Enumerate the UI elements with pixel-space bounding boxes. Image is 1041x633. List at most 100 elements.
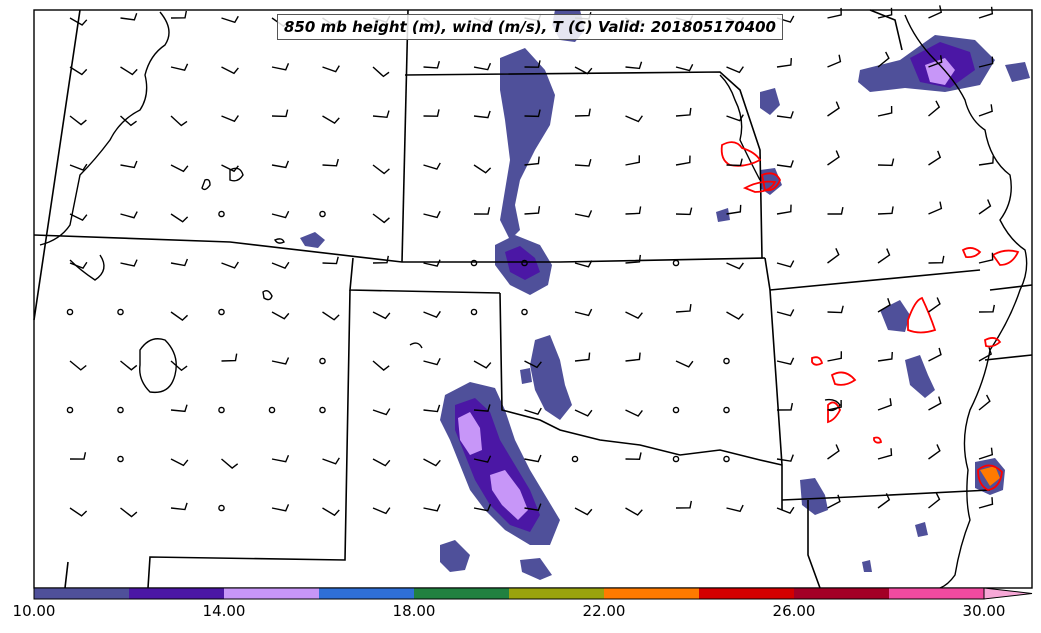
wind-barb-icon — [877, 298, 891, 313]
wind-barb-icon — [322, 256, 339, 265]
wind-barb-icon — [120, 66, 138, 76]
wind-barb-icon — [120, 160, 138, 169]
wind-barb-icon — [776, 160, 794, 168]
colorbar — [33, 587, 1033, 600]
wind-barb-icon — [271, 109, 289, 118]
calm-wind-circle-icon — [319, 210, 326, 218]
wind-barb-icon — [120, 13, 138, 21]
wind-barb-icon — [726, 262, 744, 270]
wind-barb-icon — [675, 207, 693, 216]
calm-wind-circle-icon — [571, 455, 579, 463]
wind-barb-icon — [726, 66, 744, 74]
wind-barb-icon — [372, 360, 390, 371]
colorbar-segment — [319, 588, 414, 599]
calm-wind-circle-icon — [218, 308, 225, 316]
colorbar-segment — [509, 588, 604, 599]
wind-barb-icon — [120, 211, 138, 219]
wind-barb-icon — [726, 114, 744, 122]
wind-barb-icon — [322, 158, 339, 167]
wind-barb-icon — [524, 60, 541, 68]
wind-barb-icon — [271, 311, 290, 320]
wind-barb-icon — [827, 444, 840, 460]
wind-barb-icon — [322, 115, 340, 124]
wind-barb-icon — [827, 206, 844, 215]
wind-barb-icon — [928, 297, 941, 313]
wind-barb-icon — [928, 55, 943, 68]
wind-barb-icon — [473, 110, 491, 119]
colorbar-segment — [604, 588, 699, 599]
wind-barb-icon — [170, 458, 189, 467]
wind-barb-icon — [423, 404, 441, 413]
colorbar-segment — [699, 588, 794, 599]
wind-barb-icon — [928, 492, 941, 509]
wind-barb-icon — [524, 156, 540, 166]
wind-barb-icon — [473, 503, 492, 512]
wind-barb-icon — [170, 404, 188, 413]
wind-barb-icon — [978, 56, 994, 68]
wind-barb-icon — [827, 351, 843, 362]
wind-barb-icon — [423, 162, 441, 170]
wind-barb-icon — [978, 447, 994, 460]
wind-barb-icon — [625, 155, 641, 166]
wind-barb-icon — [473, 164, 492, 174]
wind-barb-icon — [271, 357, 290, 365]
wind-barb-icon — [726, 158, 743, 167]
calm-wind-circle-icon — [218, 406, 225, 414]
wind-barb-icon — [69, 213, 88, 222]
wind-barb-icon — [574, 210, 593, 218]
colorbar-tick-label: 30.00 — [962, 602, 1006, 620]
wind-barb-icon — [69, 507, 88, 517]
colorbar-tick-label: 26.00 — [772, 602, 816, 620]
wind-barb-icon — [170, 164, 189, 173]
calm-wind-circle-icon — [672, 259, 680, 267]
wind-barb-icon — [978, 104, 993, 117]
wind-barb-icon — [423, 210, 441, 219]
wind-barb-icon — [978, 252, 994, 264]
calm-wind-circle-icon — [66, 308, 74, 316]
wind-barb-icon — [928, 255, 945, 264]
wind-barb-icon — [423, 504, 441, 512]
wind-barb-icon — [524, 360, 542, 369]
temperature-contours — [720, 141, 1020, 491]
calm-wind-circle-icon — [218, 210, 225, 218]
calm-wind-circle-icon — [723, 455, 730, 463]
wind-barb-icon — [120, 360, 138, 371]
calm-wind-circle-icon — [521, 308, 528, 316]
wind-barb-icon — [776, 204, 792, 215]
wind-barb-icon — [827, 54, 842, 68]
wind-barb-icon — [69, 261, 88, 270]
wind-barb-icon — [69, 115, 87, 126]
wind-barb-icon — [473, 404, 491, 412]
calm-wind-circle-icon — [319, 406, 326, 414]
wind-barb-icon — [928, 396, 942, 411]
wind-barb-icon — [372, 164, 390, 175]
wind-barb-icon — [877, 51, 890, 68]
wind-barb-icon — [877, 351, 893, 362]
wind-barb-icon — [69, 452, 87, 460]
wind-barb-icon — [322, 65, 340, 73]
wind-barb-icon — [675, 500, 693, 509]
wind-barb-icon — [271, 455, 290, 463]
colorbar-segment — [414, 588, 509, 599]
wind-barb-icon — [170, 258, 189, 267]
wind-barb-icon — [776, 402, 794, 411]
wind-barb-icon — [423, 357, 441, 366]
wind-barb-icon — [625, 311, 643, 320]
wind-barb-icon — [221, 66, 239, 75]
wind-barb-icon — [675, 155, 691, 166]
wind-barb-icon — [170, 213, 189, 223]
colorbar-outline — [33, 587, 985, 600]
wind-barb-icon — [928, 100, 941, 117]
colorbar-tick-label: 22.00 — [582, 602, 626, 620]
wind-barbs — [66, 5, 996, 518]
wind-barb-icon — [574, 108, 591, 117]
wind-barb-icon — [877, 493, 891, 509]
wind-barb-icon — [827, 494, 841, 509]
calm-wind-circle-icon — [66, 406, 74, 414]
wind-barb-icon — [978, 304, 996, 313]
calm-wind-circle-icon — [117, 308, 124, 316]
wind-barb-icon — [776, 260, 795, 268]
wind-barb-icon — [827, 400, 842, 411]
wind-barb-icon — [574, 409, 593, 417]
calm-wind-circle-icon — [723, 406, 730, 414]
